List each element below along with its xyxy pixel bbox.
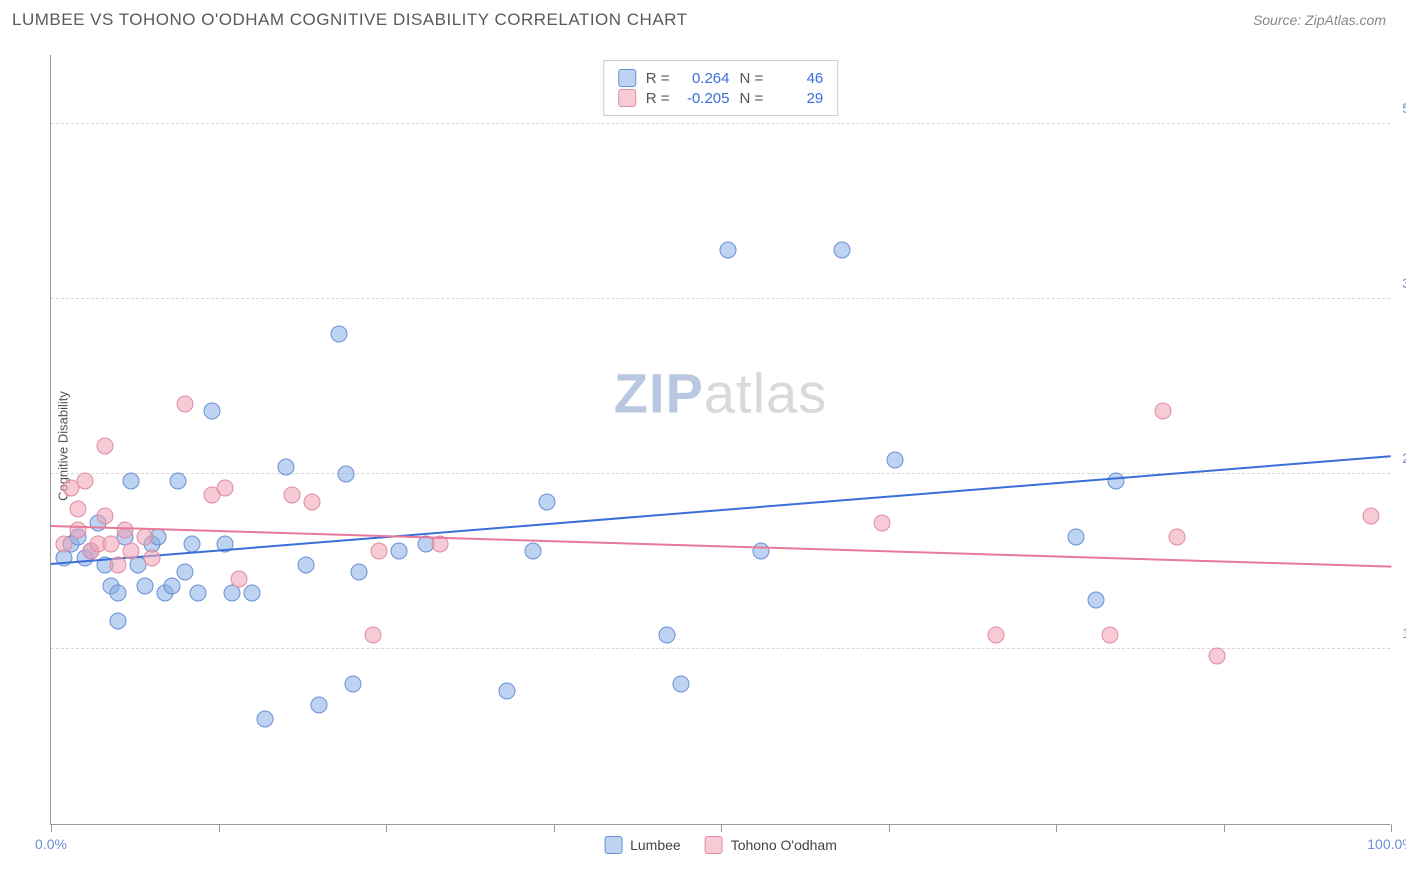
- data-point: [217, 480, 234, 497]
- data-point: [364, 627, 381, 644]
- data-point: [136, 578, 153, 595]
- data-point: [190, 585, 207, 602]
- data-point: [1088, 592, 1105, 609]
- data-point: [257, 711, 274, 728]
- x-tick: [554, 824, 555, 832]
- data-point: [136, 529, 153, 546]
- data-point: [1068, 529, 1085, 546]
- data-point: [1101, 627, 1118, 644]
- x-tick: [219, 824, 220, 832]
- data-point: [203, 403, 220, 420]
- data-point: [116, 522, 133, 539]
- data-point: [498, 683, 515, 700]
- x-tick: [1391, 824, 1392, 832]
- data-point: [96, 438, 113, 455]
- data-point: [284, 487, 301, 504]
- chart-title: LUMBEE VS TOHONO O'ODHAM COGNITIVE DISAB…: [12, 10, 688, 30]
- data-point: [277, 459, 294, 476]
- data-point: [1362, 508, 1379, 525]
- x-tick-label: 100.0%: [1367, 836, 1406, 852]
- swatch-lumbee: [618, 69, 636, 87]
- data-point: [123, 543, 140, 560]
- data-point: [123, 473, 140, 490]
- data-point: [887, 452, 904, 469]
- gridline: [51, 123, 1390, 124]
- swatch-lumbee-legend: [604, 836, 622, 854]
- data-point: [672, 676, 689, 693]
- x-tick: [1224, 824, 1225, 832]
- data-point: [69, 522, 86, 539]
- legend-item-tohono: Tohono O'odham: [705, 836, 837, 854]
- y-tick-label: 25.0%: [1402, 450, 1406, 466]
- data-point: [96, 508, 113, 525]
- source-attribution: Source: ZipAtlas.com: [1253, 12, 1386, 28]
- data-point: [719, 242, 736, 259]
- data-point: [143, 550, 160, 567]
- data-point: [659, 627, 676, 644]
- data-point: [1168, 529, 1185, 546]
- data-point: [371, 543, 388, 560]
- stats-row-tohono: R = -0.205 N = 29: [618, 89, 824, 107]
- data-point: [183, 536, 200, 553]
- bottom-legend: Lumbee Tohono O'odham: [604, 836, 837, 854]
- x-tick-label: 0.0%: [35, 836, 67, 852]
- data-point: [344, 676, 361, 693]
- x-tick: [51, 824, 52, 832]
- data-point: [873, 515, 890, 532]
- data-point: [538, 494, 555, 511]
- data-point: [311, 697, 328, 714]
- data-point: [304, 494, 321, 511]
- correlation-stats-box: R = 0.264 N = 46 R = -0.205 N = 29: [603, 60, 839, 116]
- data-point: [337, 466, 354, 483]
- legend-item-lumbee: Lumbee: [604, 836, 681, 854]
- data-point: [177, 396, 194, 413]
- stats-row-lumbee: R = 0.264 N = 46: [618, 69, 824, 87]
- x-tick: [386, 824, 387, 832]
- data-point: [753, 543, 770, 560]
- data-point: [1155, 403, 1172, 420]
- scatter-chart: ZIPatlas R = 0.264 N = 46 R = -0.205 N =…: [50, 55, 1390, 825]
- x-tick: [1056, 824, 1057, 832]
- data-point: [76, 473, 93, 490]
- data-point: [69, 501, 86, 518]
- trend-line: [51, 455, 1391, 565]
- data-point: [833, 242, 850, 259]
- y-tick-label: 12.5%: [1402, 625, 1406, 641]
- swatch-tohono-legend: [705, 836, 723, 854]
- data-point: [244, 585, 261, 602]
- data-point: [110, 557, 127, 574]
- y-tick-label: 37.5%: [1402, 275, 1406, 291]
- x-tick: [721, 824, 722, 832]
- swatch-tohono: [618, 89, 636, 107]
- data-point: [987, 627, 1004, 644]
- header: LUMBEE VS TOHONO O'ODHAM COGNITIVE DISAB…: [0, 0, 1406, 40]
- data-point: [163, 578, 180, 595]
- data-point: [170, 473, 187, 490]
- data-point: [1108, 473, 1125, 490]
- data-point: [331, 326, 348, 343]
- data-point: [103, 536, 120, 553]
- data-point: [525, 543, 542, 560]
- data-point: [177, 564, 194, 581]
- watermark: ZIPatlas: [614, 361, 827, 426]
- data-point: [391, 543, 408, 560]
- data-point: [1208, 648, 1225, 665]
- gridline: [51, 298, 1390, 299]
- data-point: [351, 564, 368, 581]
- gridline: [51, 648, 1390, 649]
- data-point: [110, 585, 127, 602]
- data-point: [297, 557, 314, 574]
- data-point: [230, 571, 247, 588]
- y-tick-label: 50.0%: [1402, 100, 1406, 116]
- x-tick: [889, 824, 890, 832]
- data-point: [110, 613, 127, 630]
- data-point: [56, 536, 73, 553]
